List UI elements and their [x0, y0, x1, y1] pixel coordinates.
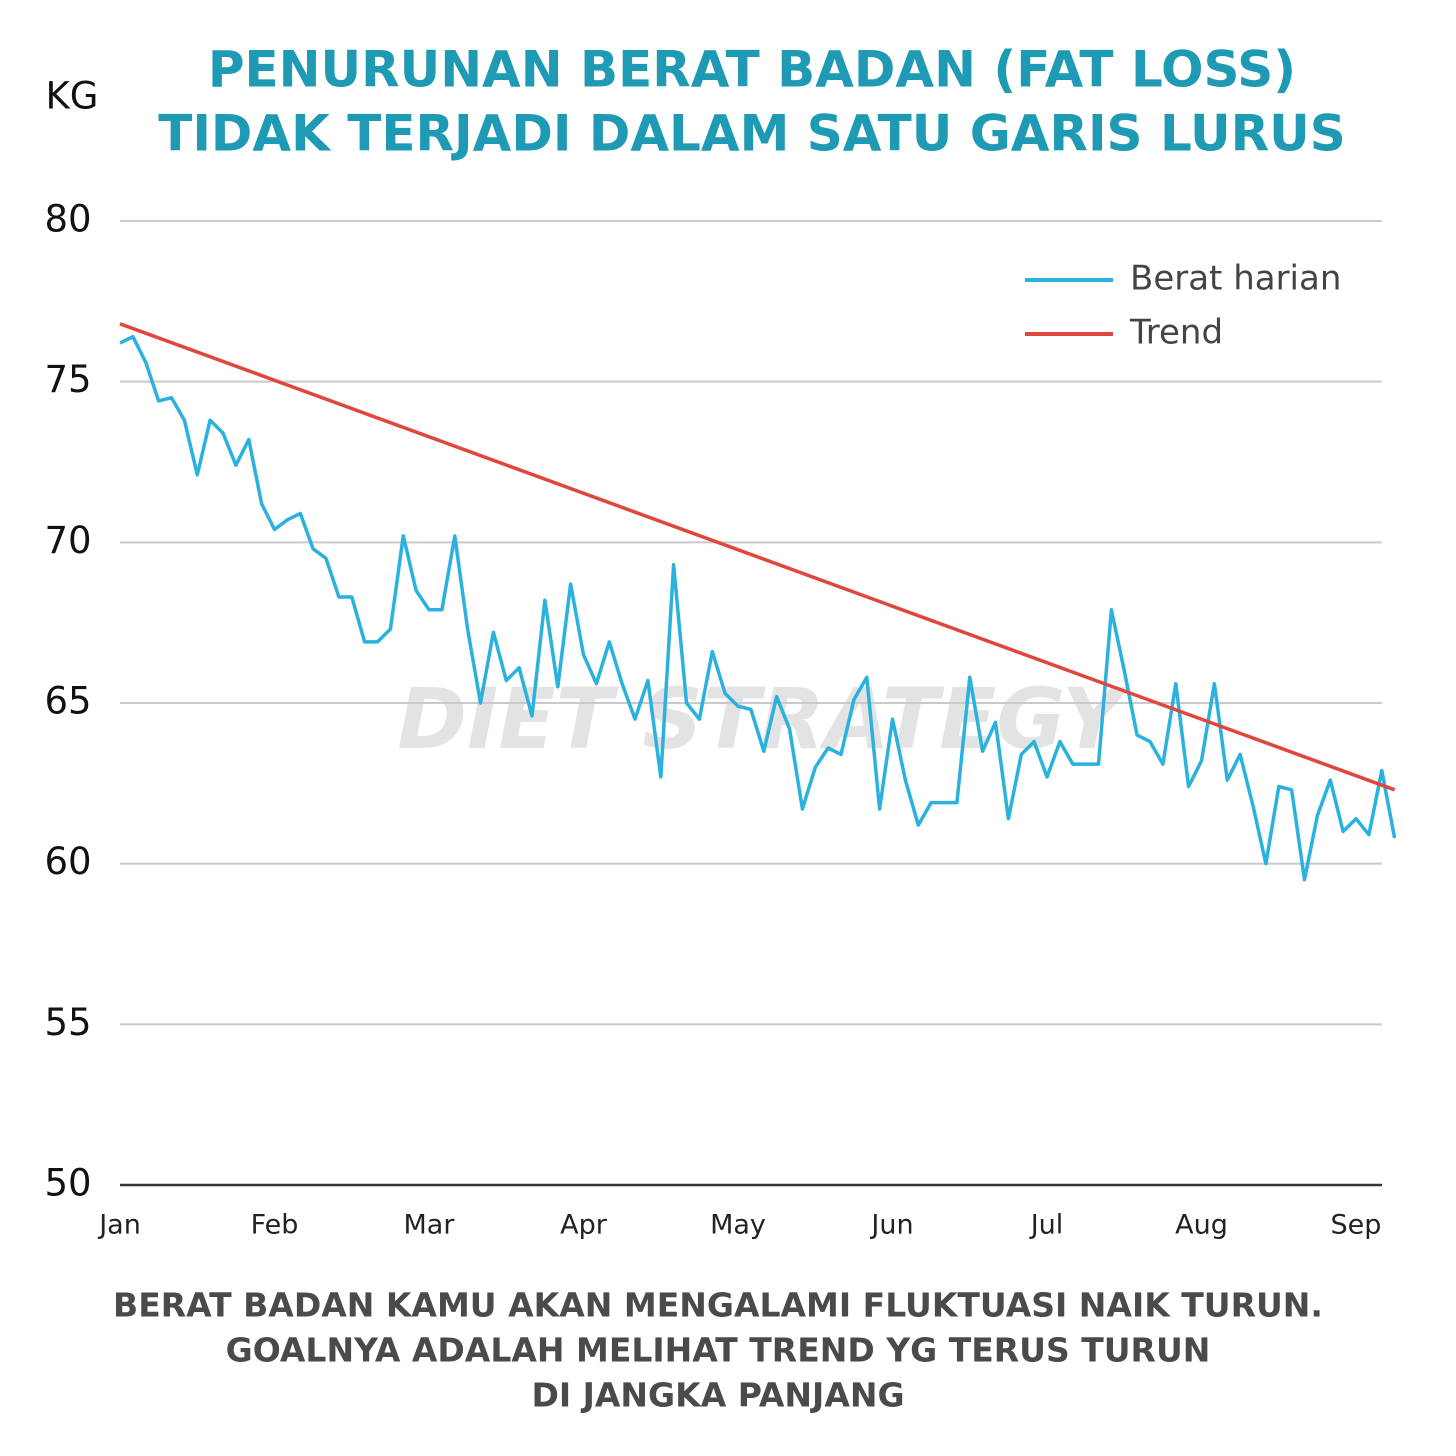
- series-line: [119, 322, 1396, 792]
- y-tick-label: 60: [44, 840, 91, 883]
- y-tick-label: 55: [44, 1001, 91, 1044]
- y-axis-label: KG: [46, 75, 99, 118]
- y-tick-label: 65: [44, 680, 91, 723]
- y-tick-label: 50: [44, 1162, 91, 1205]
- legend-label: Trend: [1129, 313, 1223, 353]
- series-line: [119, 334, 1397, 882]
- x-tick-label: Feb: [251, 1210, 299, 1241]
- legend-label: Berat harian: [1130, 259, 1341, 299]
- x-tick-label: Jun: [869, 1210, 913, 1241]
- x-tick-label: Apr: [560, 1210, 608, 1241]
- y-tick-label: 75: [44, 358, 91, 401]
- x-tick-label: Sep: [1331, 1210, 1382, 1241]
- y-tick-label: 70: [44, 519, 91, 562]
- chart-title: TIDAK TERJADI DALAM SATU GARIS LURUS: [158, 105, 1346, 163]
- x-tick-label: May: [710, 1210, 766, 1241]
- x-tick-label: Mar: [404, 1210, 456, 1241]
- caption: DI JANGKA PANJANG: [531, 1376, 904, 1415]
- caption: GOALNYA ADALAH MELIHAT TREND YG TERUS TU…: [226, 1331, 1211, 1370]
- chart-title: PENURUNAN BERAT BADAN (FAT LOSS): [208, 41, 1296, 99]
- x-tick-label: Jan: [97, 1210, 141, 1241]
- x-tick-label: Aug: [1175, 1210, 1228, 1241]
- caption: BERAT BADAN KAMU AKAN MENGALAMI FLUKTUAS…: [113, 1286, 1323, 1325]
- y-tick-label: 80: [44, 198, 91, 241]
- x-tick-label: Jul: [1029, 1210, 1064, 1241]
